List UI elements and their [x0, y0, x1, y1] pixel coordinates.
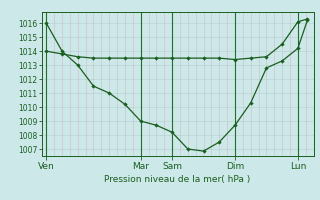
X-axis label: Pression niveau de la mer( hPa ): Pression niveau de la mer( hPa )	[104, 175, 251, 184]
